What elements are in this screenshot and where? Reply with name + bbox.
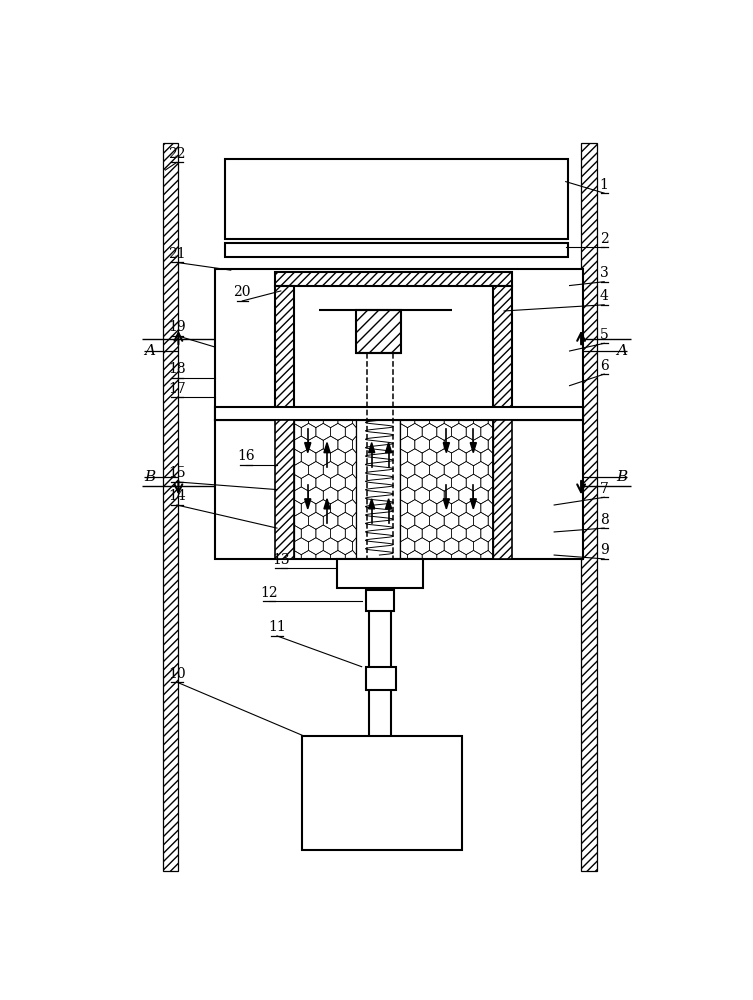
Text: 6: 6 [600,359,608,373]
Text: 7: 7 [600,482,608,496]
Polygon shape [305,443,311,453]
Text: 20: 20 [233,285,251,299]
Bar [365,590,394,611]
Bar [225,158,568,239]
Polygon shape [368,499,375,509]
Text: 19: 19 [168,320,186,334]
Bar [225,243,568,257]
Bar [275,420,294,559]
Text: 2: 2 [600,232,608,246]
Text: 9: 9 [600,543,608,557]
Text: 12: 12 [261,586,278,600]
Text: 18: 18 [168,362,186,376]
Text: 17: 17 [168,382,186,396]
Text: 1: 1 [600,178,608,192]
Polygon shape [444,443,450,453]
Polygon shape [444,499,450,509]
Text: B: B [144,470,155,484]
Bar [215,420,584,559]
Polygon shape [324,499,330,509]
Bar [356,310,401,353]
Text: 4: 4 [600,289,608,303]
Text: 10: 10 [168,667,186,681]
Text: 15: 15 [168,466,186,480]
Bar [365,667,396,690]
Text: 5: 5 [600,328,608,342]
Text: A: A [144,344,155,358]
Bar [492,420,512,559]
Text: 14: 14 [168,489,186,503]
Text: 21: 21 [168,247,186,261]
Text: 16: 16 [237,449,255,463]
Polygon shape [470,499,477,509]
Text: 3: 3 [600,266,608,280]
Bar [215,269,584,420]
Polygon shape [368,443,375,453]
Text: 13: 13 [272,553,290,567]
Bar [215,407,584,420]
Bar [275,286,294,420]
Bar [275,272,512,286]
Bar [337,559,423,588]
Text: 22: 22 [168,147,185,161]
Text: A: A [616,344,627,358]
Text: B: B [616,470,627,484]
Polygon shape [470,443,477,453]
Polygon shape [386,443,392,453]
Bar [163,143,178,871]
Bar [581,143,596,871]
Text: 11: 11 [268,620,286,634]
Polygon shape [324,443,330,453]
Bar [492,286,512,420]
Polygon shape [305,499,311,509]
Bar [303,736,462,850]
Polygon shape [386,499,392,509]
Text: 8: 8 [600,513,608,527]
